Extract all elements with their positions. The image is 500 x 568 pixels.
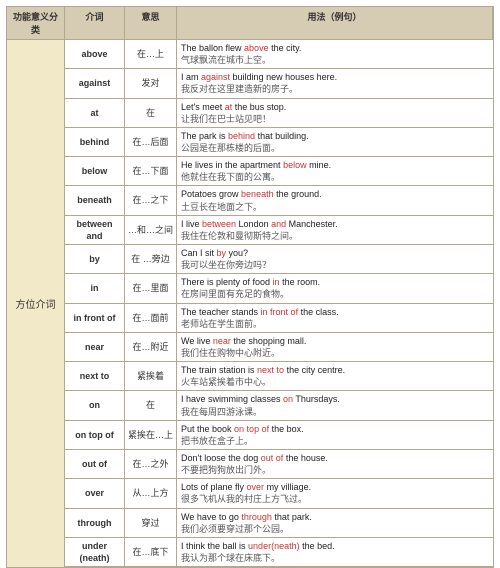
usage-cell: There is plenty of food in the room.在房间里… [177, 274, 493, 303]
example-en: I have swimming classes on Thursdays. [181, 393, 490, 405]
meaning-cell: 在…附近 [125, 333, 177, 362]
example-en: Lots of plane fly over my villiage. [181, 481, 490, 493]
example-en: The train station is next to the city ce… [181, 364, 490, 376]
meaning-cell: 在 [125, 391, 177, 420]
example-zh: 在房间里面有充足的食物。 [181, 288, 490, 300]
example-en: I am against building new houses here. [181, 71, 490, 83]
meaning-cell: 在 [125, 99, 177, 128]
preposition-cell: on [65, 391, 125, 420]
meaning-cell: 发对 [125, 69, 177, 98]
example-zh: 我认为那个球在床底下。 [181, 552, 490, 564]
example-zh: 把书放在盒子上。 [181, 435, 490, 447]
preposition-cell: on top of [65, 421, 125, 450]
header-category: 功能意义分类 [7, 7, 65, 40]
meaning-cell: 紧挨在…上 [125, 421, 177, 450]
category-label: 方位介词 [16, 296, 56, 311]
usage-cell: I am against building new houses here.我反… [177, 69, 493, 98]
example-en: The ballon flew above the city. [181, 42, 490, 54]
example-zh: 我在每周四游泳课。 [181, 406, 490, 418]
usage-cell: I have swimming classes on Thursdays.我在每… [177, 391, 493, 420]
usage-cell: I think the ball is under(neath) the bed… [177, 538, 493, 567]
usage-cell: Can I sit by you?我可以坐在你旁边吗？ [177, 245, 493, 274]
meaning-cell: 在…面前 [125, 304, 177, 333]
example-zh: 让我们在巴士站见吧！ [181, 113, 490, 125]
header-meaning: 意思 [125, 7, 177, 40]
example-en: Put the book on top of the box. [181, 423, 490, 435]
preposition-cell: behind [65, 128, 125, 157]
preposition-cell: by [65, 245, 125, 274]
example-en: Don't loose the dog out of the house. [181, 452, 490, 464]
example-zh: 我可以坐在你旁边吗？ [181, 259, 490, 271]
example-en: I live between London and Manchester. [181, 218, 490, 230]
usage-cell: I live between London and Manchester.我住在… [177, 216, 493, 245]
example-en: He lives in the apartment below mine. [181, 159, 490, 171]
preposition-cell: near [65, 333, 125, 362]
preposition-cell: over [65, 479, 125, 508]
example-zh: 我住在伦敦和曼彻斯特之间。 [181, 230, 490, 242]
example-en: We live near the shopping mall. [181, 335, 490, 347]
meaning-cell: 在…上 [125, 40, 177, 69]
preposition-cell: against [65, 69, 125, 98]
example-en: Let's meet at the bus stop. [181, 101, 490, 113]
meaning-cell: 在…之外 [125, 450, 177, 479]
category-cell: 方位介词 [7, 40, 65, 567]
preposition-cell: in [65, 274, 125, 303]
example-zh: 火车站紧挨着市中心。 [181, 376, 490, 388]
example-zh: 不要把狗狗放出门外。 [181, 464, 490, 476]
example-en: The teacher stands in front of the class… [181, 306, 490, 318]
preposition-cell: below [65, 157, 125, 186]
usage-cell: Let's meet at the bus stop.让我们在巴士站见吧！ [177, 99, 493, 128]
example-en: Can I sit by you? [181, 247, 490, 259]
meaning-cell: 在…里面 [125, 274, 177, 303]
example-en: Potatoes grow beneath the ground. [181, 188, 490, 200]
usage-cell: The ballon flew above the city.气球飘流在城市上空… [177, 40, 493, 69]
usage-cell: The train station is next to the city ce… [177, 362, 493, 391]
meaning-cell: 在 …旁边 [125, 245, 177, 274]
preposition-cell: in front of [65, 304, 125, 333]
example-zh: 很多飞机从我的村庄上方飞过。 [181, 493, 490, 505]
example-zh: 他就住在我下面的公寓。 [181, 171, 490, 183]
preposition-table: 功能意义分类 介词 意思 用法（例句） 方位介词 above在…上The bal… [6, 6, 494, 568]
usage-cell: Put the book on top of the box.把书放在盒子上。 [177, 421, 493, 450]
usage-cell: The park is behind that building.公园是在那栋楼… [177, 128, 493, 157]
usage-cell: We live near the shopping mall.我们住在购物中心附… [177, 333, 493, 362]
usage-cell: Potatoes grow beneath the ground.土豆长在地面之… [177, 186, 493, 215]
usage-cell: Lots of plane fly over my villiage.很多飞机从… [177, 479, 493, 508]
example-zh: 土豆长在地面之下。 [181, 201, 490, 213]
preposition-cell: through [65, 509, 125, 538]
header-preposition: 介词 [65, 7, 125, 40]
usage-cell: The teacher stands in front of the class… [177, 304, 493, 333]
example-zh: 公园是在那栋楼的后面。 [181, 142, 490, 154]
example-en: I think the ball is under(neath) the bed… [181, 540, 490, 552]
preposition-cell: under (neath) [65, 538, 125, 567]
example-zh: 老师站在学生面前。 [181, 318, 490, 330]
preposition-cell: out of [65, 450, 125, 479]
preposition-cell: between and [65, 216, 125, 245]
meaning-cell: 从…上方 [125, 479, 177, 508]
meaning-cell: 紧挨着 [125, 362, 177, 391]
example-en: We have to go through that park. [181, 511, 490, 523]
meaning-cell: 在…后面 [125, 128, 177, 157]
preposition-cell: next to [65, 362, 125, 391]
preposition-cell: above [65, 40, 125, 69]
usage-cell: We have to go through that park.我们必须要穿过那… [177, 509, 493, 538]
usage-cell: He lives in the apartment below mine.他就住… [177, 157, 493, 186]
example-zh: 我反对在这里建造新的房子。 [181, 83, 490, 95]
header-usage: 用法（例句） [177, 7, 493, 40]
example-zh: 气球飘流在城市上空。 [181, 54, 490, 66]
example-en: The park is behind that building. [181, 130, 490, 142]
example-zh: 我们必须要穿过那个公园。 [181, 523, 490, 535]
usage-cell: Don't loose the dog out of the house.不要把… [177, 450, 493, 479]
example-en: There is plenty of food in the room. [181, 276, 490, 288]
meaning-cell: 在…底下 [125, 538, 177, 567]
meaning-cell: 穿过 [125, 509, 177, 538]
example-zh: 我们住在购物中心附近。 [181, 347, 490, 359]
meaning-cell: …和…之间 [125, 216, 177, 245]
preposition-cell: at [65, 99, 125, 128]
meaning-cell: 在…下面 [125, 157, 177, 186]
meaning-cell: 在…之下 [125, 186, 177, 215]
preposition-cell: beneath [65, 186, 125, 215]
